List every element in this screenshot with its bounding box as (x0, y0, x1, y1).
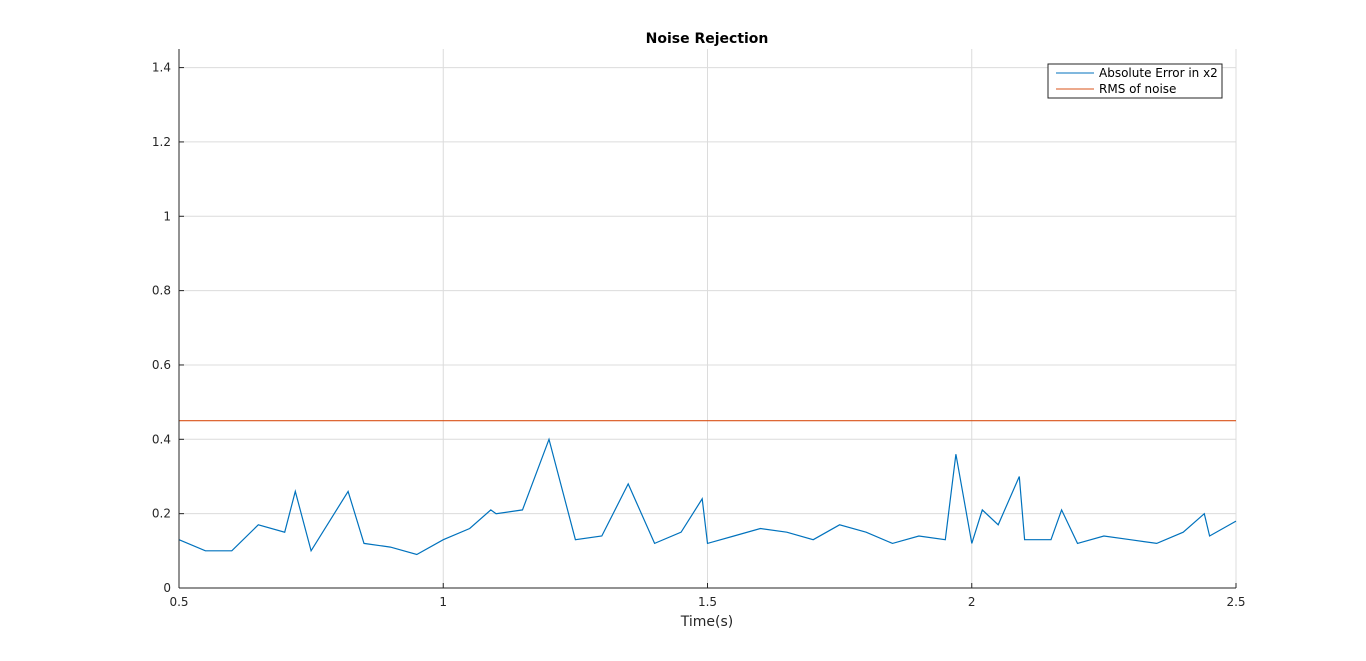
x-tick-label: 2 (968, 595, 976, 609)
y-tick-label: 0.8 (152, 284, 171, 298)
y-tick-label: 1.2 (152, 135, 171, 149)
legend-label-rms-noise: RMS of noise (1099, 82, 1176, 96)
legend-box (1047, 63, 1223, 99)
y-tick-label: 0.4 (152, 432, 171, 446)
x-tick-label: 2.5 (1226, 595, 1245, 609)
y-tick-label: 0.6 (152, 358, 171, 372)
legend: Absolute Error in x2 RMS of noise (1047, 63, 1223, 99)
y-tick-label: 0.2 (152, 507, 171, 521)
y-tick-label: 0 (163, 581, 171, 595)
x-tick-label: 1 (439, 595, 447, 609)
y-tick-label: 1.4 (152, 61, 171, 75)
legend-label-absolute-error: Absolute Error in x2 (1099, 66, 1218, 80)
data-series (178, 420, 1237, 556)
x-tick-label: 0.5 (169, 595, 188, 609)
axes (178, 49, 1237, 589)
chart-title: Noise Rejection (646, 31, 769, 47)
x-axis-label: Time(s) (680, 614, 733, 630)
x-tick-label: 1.5 (698, 595, 717, 609)
series-line-absolute-error (178, 437, 1237, 556)
tick-labels: 0.5 1 1.5 2 2.5 0 0.2 0.4 0.6 0.8 1 1.2 1.4 (152, 61, 1246, 609)
y-tick-label: 1 (163, 209, 171, 223)
